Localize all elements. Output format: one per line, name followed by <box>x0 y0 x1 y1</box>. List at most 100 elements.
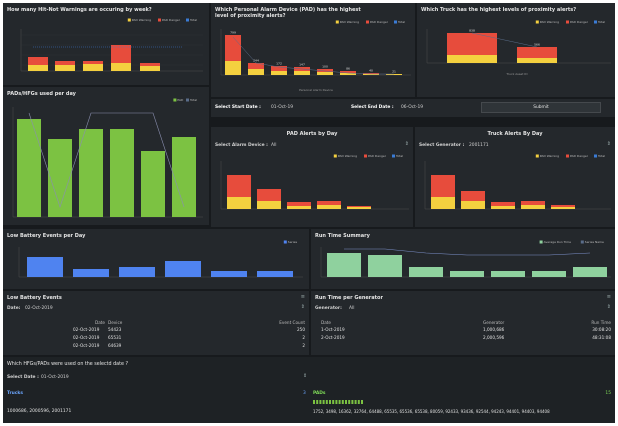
legend-swatch <box>394 20 397 24</box>
bar-segment <box>363 74 379 75</box>
data-label: 244 <box>253 59 259 63</box>
pads-label[interactable]: PADs <box>313 391 326 396</box>
panel-hit-not-warnings: How many Hit-Not Warnings are occuring b… <box>3 3 209 85</box>
panel-run-time-summary: Run Time Summary Series Name Average Run … <box>311 229 615 289</box>
bar-segment <box>317 201 341 205</box>
bar-segment <box>491 206 515 209</box>
legend-entry: PAD Warning <box>540 154 559 158</box>
data-label: 40 <box>369 69 373 73</box>
legend-entry: Series <box>288 240 298 244</box>
legend-swatch <box>127 18 131 22</box>
bar-segment <box>227 197 251 209</box>
chevron-down-icon[interactable]: ⇕ <box>300 304 305 310</box>
bar <box>119 267 155 277</box>
bar-segment <box>461 201 485 209</box>
run-time-chart: Series Name Average Run Time <box>320 240 611 278</box>
submit-button[interactable]: Submit <box>481 102 601 113</box>
start-date-field[interactable]: 01-Oct-19 <box>271 105 294 110</box>
pad-mark <box>345 400 347 404</box>
col-event-count[interactable]: Event Count <box>279 320 305 325</box>
pad-mark <box>332 400 335 404</box>
end-date-field[interactable]: 06-Oct-19 <box>401 105 424 110</box>
legend-entry: PAD Warning <box>338 154 357 158</box>
panel-low-battery-per-day: Low Battery Events per Day Series <box>3 229 309 289</box>
legend-entry: Total <box>597 154 605 158</box>
legend-entry: Total <box>189 18 197 22</box>
select-date-field[interactable]: 01-Oct-2019 <box>41 375 69 380</box>
usage-question: Which HFGs/PADs were used on the selectd… <box>7 362 128 367</box>
table-cell: 2 <box>302 343 305 348</box>
legend-entry: PAD <box>177 98 184 102</box>
table-cell: 1,000,686 <box>483 327 505 332</box>
panel-title: PADs/HFGs used per day <box>7 91 76 97</box>
pad-mark <box>319 400 322 404</box>
panel-pad-proximity: Which Personal Alarm Device (PAD) has th… <box>211 3 415 97</box>
generator-select[interactable]: All <box>349 306 355 311</box>
legend-swatch <box>366 20 369 24</box>
legend-swatch <box>283 240 287 244</box>
col-date[interactable]: Date <box>95 320 106 325</box>
truck-chart: Total PAD Danger PAD Warning 838 566 Truck As… <box>426 20 611 76</box>
pad-mark <box>313 400 315 404</box>
col-device[interactable]: Device <box>108 320 123 325</box>
bar-segment <box>431 175 455 197</box>
col-date[interactable]: Date <box>321 320 332 325</box>
menu-icon[interactable]: ≡ <box>300 294 305 300</box>
legend-swatch <box>364 154 367 158</box>
chevron-down-icon[interactable]: ⇕ <box>606 304 611 310</box>
legend-entry: Total <box>397 20 405 24</box>
bar <box>172 137 196 217</box>
x-axis-label: Truck Asset ID <box>505 72 528 76</box>
pad-mark <box>335 400 338 404</box>
legend-entry: PAD Danger <box>570 20 589 24</box>
pad-device-chart: Total PAD Danger PAD Warning 799 244 172 147 10… <box>220 20 411 92</box>
low-battery-chart: Series <box>18 240 303 278</box>
bar <box>73 269 109 277</box>
bar-segment <box>257 189 281 201</box>
table-cell: 65531 <box>108 335 122 340</box>
generator-select[interactable]: 2001171 <box>469 143 489 148</box>
alarm-device-select[interactable]: All <box>271 143 277 148</box>
date-select[interactable]: 02-Oct-2019 <box>25 306 53 311</box>
menu-icon[interactable]: ≡ <box>606 294 611 300</box>
chevron-down-icon[interactable]: ⇕ <box>303 373 308 379</box>
data-label: 799 <box>230 31 236 35</box>
chevron-down-icon[interactable]: ⇕ <box>606 141 611 147</box>
col-generator[interactable]: Generator <box>483 320 505 325</box>
bar-segment <box>517 58 557 63</box>
bar-segment <box>111 45 131 63</box>
bar-segment <box>491 202 515 206</box>
bar-segment <box>363 73 379 74</box>
bar-segment <box>340 71 356 73</box>
dashboard: How many Hit-Not Warnings are occuring b… <box>3 3 615 423</box>
bar-segment <box>517 47 557 58</box>
bar-segment <box>340 73 356 75</box>
table-cell: 2 <box>302 335 305 340</box>
panel-title: Run Time per Generator <box>315 295 383 301</box>
legend-swatch <box>333 154 337 158</box>
panel-low-battery-events: Low Battery Events ≡ Date: 02-Oct-2019 ⇕… <box>3 291 309 355</box>
bar-segment <box>55 61 75 65</box>
panel-run-time-per-generator: Run Time per Generator ≡ Generator: All … <box>311 291 615 355</box>
legend-swatch <box>173 98 177 102</box>
bar <box>27 257 63 277</box>
table-cell: 02-Oct-2019 <box>73 327 100 332</box>
bar-segment <box>28 57 48 65</box>
legend-entry: PAD Danger <box>370 20 389 24</box>
bar-segment <box>521 205 545 209</box>
legend-entry: PAD Warning <box>340 20 359 24</box>
table-cell: 1-Oct-2019 <box>321 327 345 332</box>
bar-segment <box>140 66 160 71</box>
bar-segment <box>140 63 160 66</box>
bar-segment <box>271 71 287 75</box>
chevron-down-icon[interactable]: ⇕ <box>404 141 409 147</box>
total-line <box>471 32 538 48</box>
bar-segment <box>521 201 545 205</box>
bar-segment <box>431 197 455 209</box>
pads-per-day-chart: Total PAD <box>12 98 203 218</box>
col-run-time[interactable]: Run Time <box>591 320 611 325</box>
bar <box>110 129 134 217</box>
bar-segment <box>55 65 75 71</box>
legend-swatch <box>535 20 539 24</box>
trucks-label[interactable]: Trucks <box>7 391 23 396</box>
